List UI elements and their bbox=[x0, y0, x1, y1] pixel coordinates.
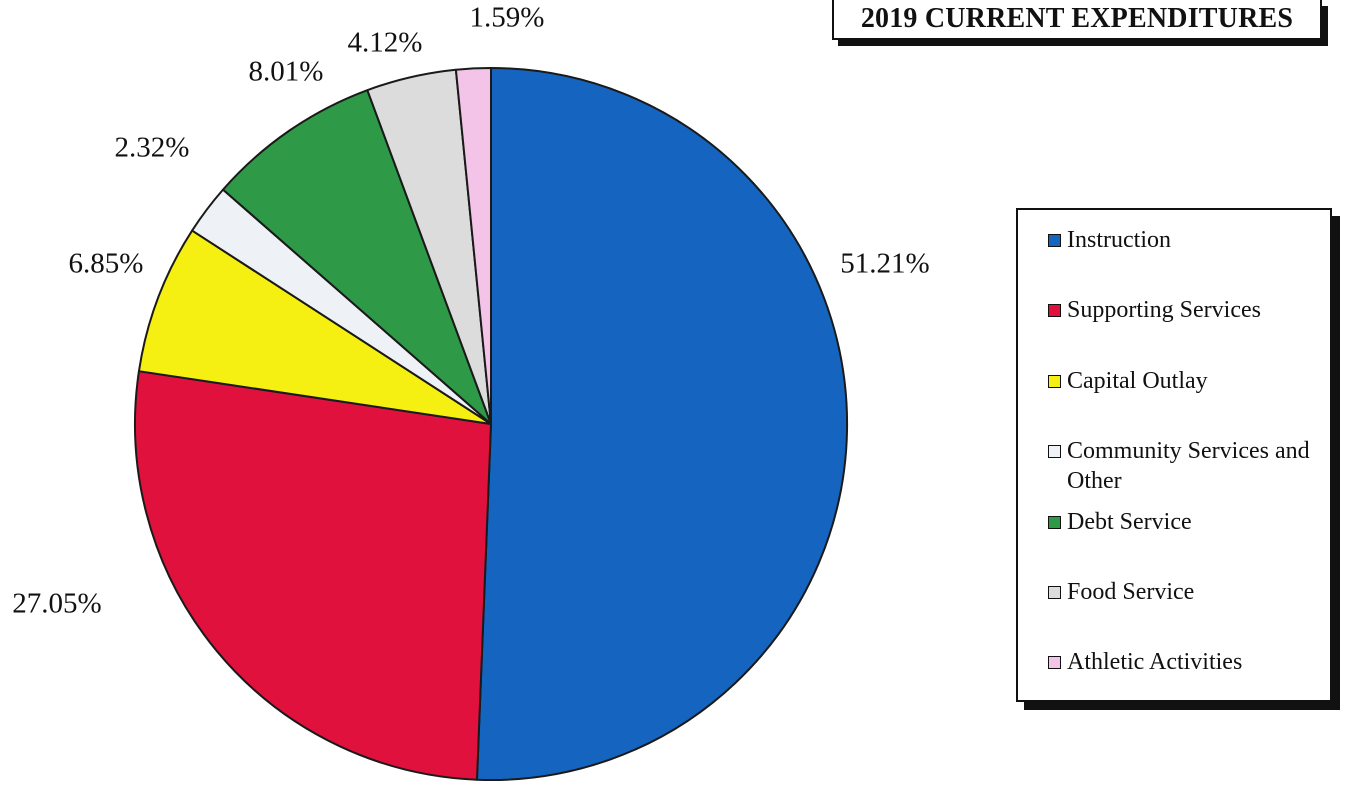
legend-item-supporting-services: Supporting Services bbox=[1048, 295, 1338, 325]
pie-value-label: 27.05% bbox=[12, 588, 101, 620]
legend-swatch-icon bbox=[1048, 656, 1061, 669]
legend-label: Capital Outlay bbox=[1067, 368, 1208, 394]
pie-slice-instruction bbox=[475, 67, 849, 781]
legend-label: Supporting Services bbox=[1067, 297, 1261, 323]
pie-slice-athletic-activities bbox=[454, 66, 492, 425]
legend-label: Food Service bbox=[1067, 579, 1195, 605]
legend-swatch-icon bbox=[1048, 304, 1061, 317]
pie-slice-supporting-services bbox=[134, 370, 492, 781]
legend-item-debt-service: Debt Service bbox=[1048, 507, 1338, 537]
chart-legend: Instruction Supporting Services Capital … bbox=[1016, 208, 1332, 702]
legend-item-community-services: Community Services and Other bbox=[1048, 436, 1338, 496]
legend-label: Athletic Activities bbox=[1067, 649, 1243, 675]
legend-swatch-icon bbox=[1048, 445, 1061, 458]
pie-value-labels: 51.21% 27.05% 6.85% 2.32% 8.01% 4.12% 1.59% bbox=[12, 2, 929, 620]
legend-item-instruction: Instruction bbox=[1048, 225, 1338, 255]
pie-value-label: 1.59% bbox=[470, 2, 545, 34]
pie-value-label: 4.12% bbox=[348, 27, 423, 59]
chart-title: 2019 CURRENT EXPENDITURES bbox=[832, 0, 1322, 40]
pie-value-label: 8.01% bbox=[249, 56, 324, 88]
legend-label: Instruction bbox=[1067, 227, 1171, 253]
pie-value-label: 2.32% bbox=[115, 132, 190, 164]
legend-swatch-icon bbox=[1048, 586, 1061, 599]
legend-item-athletic-activities: Athletic Activities bbox=[1048, 647, 1338, 677]
legend-swatch-icon bbox=[1048, 375, 1061, 388]
pie-slice-debt-service bbox=[222, 89, 492, 425]
legend-item-capital-outlay: Capital Outlay bbox=[1048, 366, 1338, 396]
pie-slice-capital-outlay bbox=[137, 229, 492, 425]
legend-swatch-icon bbox=[1048, 234, 1061, 247]
legend-item-food-service: Food Service bbox=[1048, 577, 1338, 607]
legend-label: Community Services and Other bbox=[1067, 438, 1310, 494]
pie-value-label: 51.21% bbox=[840, 248, 929, 280]
legend-swatch-icon bbox=[1048, 516, 1061, 529]
pie-slices bbox=[134, 66, 849, 781]
pie-value-label: 6.85% bbox=[69, 248, 144, 280]
legend-label: Debt Service bbox=[1067, 509, 1192, 535]
